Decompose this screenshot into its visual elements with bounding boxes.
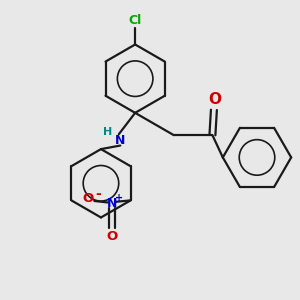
Text: O: O [82, 192, 93, 206]
Text: N: N [115, 134, 125, 147]
Text: N: N [107, 197, 117, 210]
Text: +: + [116, 193, 124, 203]
Text: -: - [95, 187, 101, 201]
Text: H: H [103, 127, 112, 137]
Text: Cl: Cl [128, 14, 142, 27]
Text: O: O [106, 230, 118, 243]
Text: O: O [208, 92, 221, 107]
